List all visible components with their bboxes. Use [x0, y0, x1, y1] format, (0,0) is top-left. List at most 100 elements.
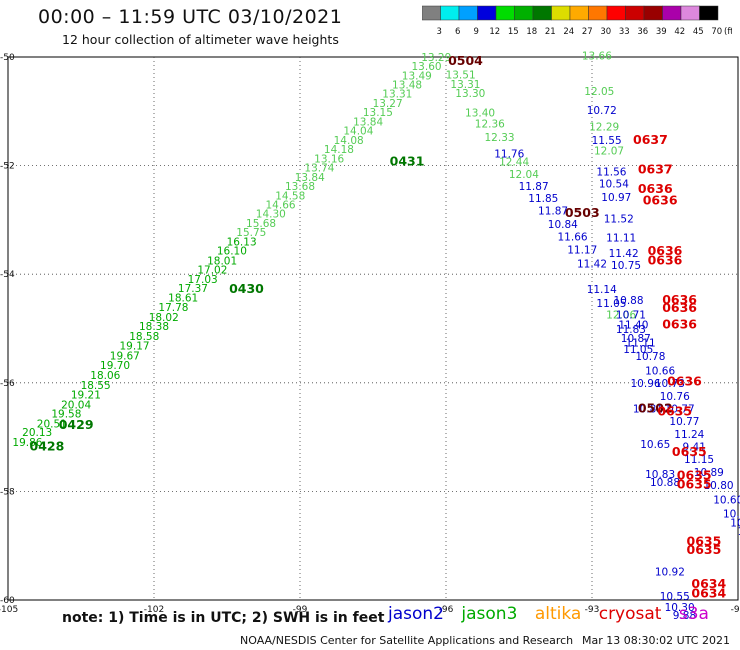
swh-point: 13.74	[304, 163, 334, 175]
swh-point: 11.85	[528, 193, 558, 205]
y-tick-label: -56	[0, 379, 15, 389]
scale-label: 33	[619, 27, 630, 37]
swh-point: 17.78	[158, 302, 188, 314]
swh-point: 11.42	[577, 259, 607, 271]
time-label: 0635	[687, 542, 722, 557]
swh-point: 11.17	[567, 245, 597, 257]
swh-point: 12.33	[485, 132, 515, 144]
swh-point: 10.73	[655, 378, 685, 390]
swh-point: 12.36	[475, 119, 505, 131]
swh-point: 11.87	[519, 181, 549, 193]
swh-point: 10.08	[723, 508, 740, 520]
swh-point: 10.96	[631, 378, 661, 390]
swh-point: 14.66	[266, 199, 296, 211]
swh-point: 10.77	[669, 416, 699, 428]
swh-point: 10.60	[713, 494, 740, 506]
swh-point: 9.41	[683, 442, 706, 454]
time-label: 0636	[662, 317, 697, 332]
time-label: 0637	[638, 162, 673, 177]
swh-point: 17.02	[197, 265, 227, 277]
swh-point: 11.42	[609, 248, 639, 260]
scale-label: 9	[474, 27, 479, 37]
x-tick-label: -102	[144, 605, 164, 615]
time-label: 0635	[677, 467, 712, 482]
swh-point: 11.05	[623, 344, 653, 356]
x-tick-label: -105	[0, 605, 18, 615]
swh-point: 12.06	[606, 310, 636, 322]
swh-point: 11.55	[592, 135, 622, 147]
scale-label: 18	[526, 27, 537, 37]
swh-point: 18.58	[129, 331, 159, 343]
scale-label: 24	[563, 27, 574, 37]
swh-point: 19.67	[110, 350, 140, 362]
x-tick-label: -93	[585, 605, 600, 615]
time-label: 0636	[662, 292, 697, 307]
swh-point: 10.97	[601, 192, 631, 204]
scale-label: 30	[600, 27, 611, 37]
swh-point: 20.51	[37, 418, 67, 430]
swh-point: 14.58	[275, 190, 305, 202]
timestamp: Mar 13 08:30:02 UTC 2021	[582, 634, 730, 647]
scale-unit: (ft)	[724, 27, 732, 37]
y-tick-label: -52	[0, 162, 15, 172]
swh-point: 12.04	[509, 169, 539, 181]
swh-point: 10.50	[738, 526, 740, 538]
swh-point: 12.07	[594, 146, 624, 158]
x-tick-label: -96	[439, 605, 454, 615]
swh-point: 10.55	[660, 591, 690, 603]
time-label: 0430	[229, 281, 264, 296]
swh-point: 13.84	[353, 116, 383, 128]
time-label: 0503	[565, 205, 600, 220]
page-subtitle: 12 hour collection of altimeter wave hei…	[62, 32, 339, 47]
swh-point: 10.84	[548, 219, 578, 231]
mission-legend: jason2 jason3 altika cryosat s3a	[388, 604, 721, 624]
time-label: 0634	[691, 576, 726, 591]
y-tick-label: -60	[0, 596, 15, 606]
swh-point: 13.84	[295, 172, 325, 184]
swh-point: 10.80	[704, 480, 734, 492]
mission-cryosat: cryosat	[598, 604, 662, 624]
swh-point: 11.14	[587, 284, 617, 296]
swh-point: 11.52	[604, 214, 634, 226]
time-label: 0635	[677, 477, 712, 492]
swh-point: 11.15	[684, 454, 714, 466]
swh-point: 11.76	[494, 148, 524, 160]
swh-point: 11.40	[618, 320, 648, 332]
swh-point: 14.04	[343, 126, 373, 138]
swh-point: 15.75	[236, 227, 266, 239]
swh-point: 10.54	[599, 178, 629, 190]
swh-point: 16.13	[227, 236, 257, 248]
swh-point: 13.68	[285, 181, 315, 193]
x-tick-label: -99	[293, 605, 308, 615]
footer-note: note: 1) Time is in UTC; 2) SWH is in fe…	[62, 610, 385, 626]
swh-point: 15.68	[246, 218, 276, 230]
mission-jason3: jason3	[461, 604, 518, 624]
swh-point: 10.66	[645, 366, 675, 378]
scale-label: 36	[637, 27, 648, 37]
scale-label: 27	[582, 27, 593, 37]
swh-point: 10.30	[665, 602, 695, 614]
swh-point: 18.38	[139, 321, 169, 333]
swh-point: 9.88	[673, 610, 696, 622]
swh-point: 13.15	[363, 107, 393, 119]
time-label: 0428	[30, 439, 65, 454]
time-label: 0637	[633, 132, 668, 147]
swh-point: 11.05	[596, 298, 626, 310]
swh-point: 13.27	[373, 98, 403, 110]
time-label: 0636	[643, 193, 678, 208]
swh-point: 13.30	[455, 88, 485, 100]
y-tick-label: -58	[0, 487, 15, 497]
swh-point: 20.04	[61, 399, 91, 411]
swh-point: 10.71	[616, 310, 646, 322]
swh-point: 11.87	[538, 205, 568, 217]
swh-point: 12.05	[584, 86, 614, 98]
swh-point: 16.10	[217, 246, 247, 258]
scale-label: 45	[693, 27, 704, 37]
swh-point: 13.66	[582, 51, 612, 63]
swh-point: 18.55	[81, 380, 111, 392]
swh-point: 14.08	[334, 135, 364, 147]
time-label: 0635	[657, 403, 692, 418]
time-label: 0634	[691, 585, 726, 600]
swh-point: 11.66	[558, 232, 588, 244]
